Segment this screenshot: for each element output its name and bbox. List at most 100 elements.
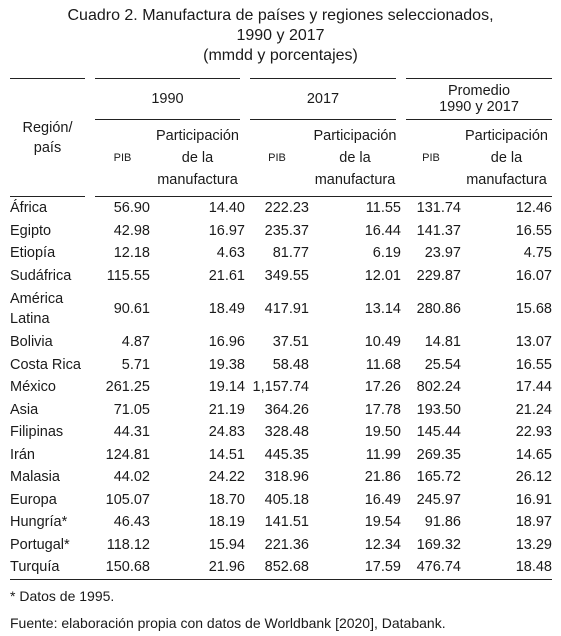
participation-value: 17.59 [309,556,401,580]
pib-value: 14.81 [424,334,461,351]
pib-value: 235.37 [264,222,309,239]
region-cell: Malasia [10,466,90,489]
region-cell: Costa Rica [10,354,90,377]
participation-value: 19.54 [364,514,401,531]
title-line-2: 1990 y 2017 [236,27,325,44]
participation-value: 4.63 [216,245,245,262]
participation-header-line: Participación [464,128,548,144]
participation-value: 17.26 [364,379,401,396]
region-name: África [10,200,48,217]
region-name: Bolivia [10,334,53,351]
pib-value: 269.35 [416,446,461,463]
participation-value: 15.68 [515,301,552,317]
pib-value: 193.50 [416,401,461,418]
region-header-line: país [33,139,62,156]
pib-value: 44.02 [113,469,150,486]
region-header-line: Región/ [22,119,73,136]
table-row: Asia 71.05 21.19 364.26 17.78 193.50 21.24 [10,399,552,422]
participation-value: 24.22 [208,469,245,486]
participation-value: 18.49 [208,301,245,317]
region-name: Filipinas [10,424,64,441]
region-name: Sudáfrica [10,267,72,284]
participation-value: 16.44 [364,222,401,239]
region-name: Asia [10,401,39,418]
region-cell: Asia [10,399,90,422]
pib-value: 141.37 [416,222,461,239]
region-cell: Filipinas [10,421,90,444]
manufacturing-table: Región/país 1990 2017 Promedio 1990 y 2017 PI… [10,78,552,580]
pib-value: 118.12 [106,536,150,553]
region-name: Egipto [10,222,52,239]
pib-value: 58.48 [272,356,309,373]
region-name: Portugal* [10,536,70,553]
region-cell: Sudáfrica [10,265,90,288]
table-row: Etiopía 12.18 4.63 81.77 6.19 23.97 4.75 [10,242,552,265]
region-name: Turquía [10,559,60,576]
pib-value: 71.05 [113,401,150,418]
pib-column-header: PIB [245,119,309,197]
pib-value: 852.68 [245,556,309,580]
participation-value: 12.46 [515,200,552,217]
participation-value: 18.70 [208,491,245,508]
region-name: Latina [10,311,50,327]
participation-value: 18.19 [208,514,245,531]
region-name: América [10,291,64,307]
region-cell: África [10,197,90,220]
pib-value: 12.18 [113,245,150,262]
pib-value: 221.36 [264,536,309,553]
pib-value: 37.51 [272,334,309,351]
region-cell: Portugal* [10,534,90,557]
pib-value: 417.91 [264,301,309,317]
participation-header-line: de la [339,150,371,166]
participation-value: 18.97 [515,514,552,531]
region-cell: América Latina [10,287,90,331]
region-column-header: Región/país [10,78,90,197]
participation-value: 22.93 [515,424,552,441]
pib-value: 802.24 [416,379,461,396]
region-cell: Etiopía [10,242,90,265]
participation-value: 17.78 [364,401,401,418]
pib-value: 105.07 [105,491,150,508]
participation-column-header: Participación de la manufactura [309,119,401,197]
participation-value: 14.40 [208,200,245,217]
region-name: Europa [10,491,57,508]
group-header-line: 1990 [151,91,184,107]
header-row-groups: Región/país 1990 2017 Promedio 1990 y 2017 [10,78,552,197]
group-header-0: 1990 [85,78,245,120]
pib-value: 42.98 [113,222,150,239]
pib-value: 46.43 [113,514,150,531]
participation-column-header: Participación de la manufactura [461,119,552,197]
participation-value: 11.99 [365,446,401,463]
participation-value: 19.50 [364,424,401,441]
pib-value: 141.51 [264,514,309,531]
pib-value: 169.32 [416,536,461,553]
pib-value: 280.86 [416,301,461,317]
pib-value: 476.74 [401,556,461,580]
region-name: México [10,379,56,396]
participation-value: 21.86 [364,469,401,486]
pib-value: 5.71 [121,356,150,373]
participation-value: 21.24 [515,401,552,418]
pib-column-header: PIB [401,119,461,197]
participation-value: 12.34 [364,536,401,553]
participation-value: 10.49 [364,334,401,351]
participation-header-line: manufactura [466,172,547,188]
participation-value: 18.48 [461,556,552,580]
region-cell: Bolivia [10,331,90,354]
participation-value: 14.65 [515,446,552,463]
pib-column-header: PIB [85,119,150,197]
pib-value: 245.97 [416,491,461,508]
participation-value: 21.19 [208,401,245,418]
pib-value: 405.18 [264,491,309,508]
pib-value: 445.35 [264,446,309,463]
group-header-line: 2017 [306,91,340,107]
pib-value: 4.87 [121,334,150,351]
participation-value: 21.61 [208,267,245,284]
participation-column-header: Participación de la manufactura [150,119,245,197]
title-line-3: (mmdd y porcentajes) [203,47,358,64]
pib-value: 23.97 [424,245,461,262]
table-row: Bolivia 4.87 16.96 37.51 10.49 14.81 13.07 [10,331,552,354]
table-row: Sudáfrica 115.55 21.61 349.55 12.01 229.87 16.… [10,265,552,288]
table-row: Costa Rica 5.71 19.38 58.48 11.68 25.54 16.55 [10,354,552,377]
table-row: América Latina 90.61 18.49 417.91 13.14 280.86… [10,287,552,331]
